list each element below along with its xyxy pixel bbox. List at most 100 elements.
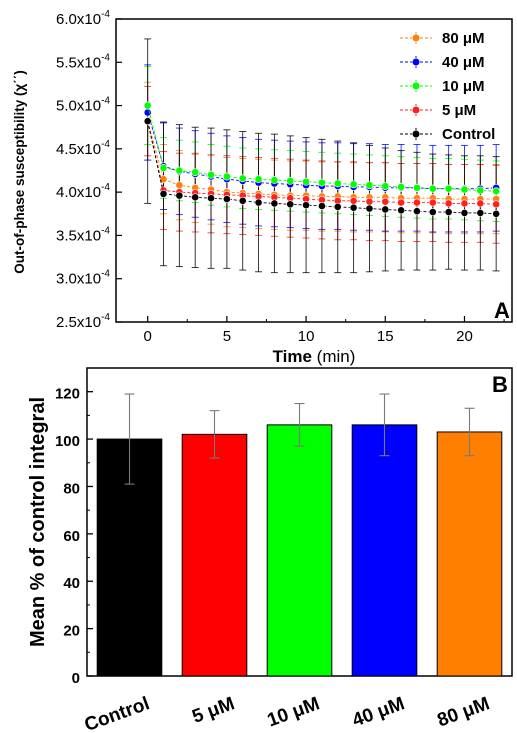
panel-a-line-chart: 0 5 10 15 202.5x10-43.0x10-43.5x10-44.0x10-4… [12,9,513,366]
data-point [207,194,215,203]
series-line [147,105,497,192]
data-point [476,186,485,195]
data-point [381,197,390,206]
panel-b-ticks: 0 20 40 60 80 100 120 [55,386,93,687]
y-tick-label: 100 [55,433,80,450]
data-point [428,208,437,216]
y-tick-label: 80 [63,480,80,497]
data-point [413,183,421,192]
panel-a-x-axis-title: Time (min) [273,347,356,366]
category-label: 80 μM [435,693,493,731]
data-point [270,199,279,208]
x-tick-label: 20 [456,328,473,345]
data-point [492,200,501,209]
data-point [397,198,406,207]
panel-a-x-axis-title-unit: (min) [312,347,355,366]
series-line [147,121,497,205]
legend-marker [411,105,421,115]
x-tick-label: 10 [298,328,315,345]
data-point [460,209,469,217]
data-point [365,197,374,206]
data-point [286,176,295,185]
y-tick-label-mantissa: 5.0x10 [56,98,101,115]
data-point [143,117,152,126]
data-point [238,196,247,205]
bar [181,433,248,677]
data-point [349,180,358,189]
category-label: Control [82,693,153,733]
legend-label: 80 μM [442,30,485,47]
legend-marker [411,33,421,43]
data-point [381,205,390,214]
y-tick-label: 40 [63,575,80,592]
data-point [159,164,168,172]
data-point [365,181,374,190]
panel-a-legend: 80 μM 40 μM 10 μM 5 μM Control [400,30,495,143]
panel-b-error-bars [124,393,475,485]
data-point [143,108,152,117]
data-point [349,203,358,212]
legend-marker [411,129,421,139]
y-tick-label: 2.5x10-4 [56,312,110,331]
panel-b-bar-chart: 0 20 40 60 80 100 120 Control 5 μM 10 μM 40 μM 80 … [27,367,513,733]
bar [351,424,418,677]
legend-label: 5 μM [442,102,476,119]
panel-a-error-bars [144,38,500,274]
panel-a-ticks: 0 5 10 15 202.5x10-43.0x10-43.5x10-44.0x10-4… [56,9,505,345]
y-tick-label-mantissa: 4.5x10 [56,141,101,158]
data-point [302,177,310,186]
bar [266,424,333,677]
legend-label: Control [442,126,495,143]
y-tick-label-mantissa: 6.0x10 [56,11,101,28]
y-tick-label-exponent: -4 [101,9,110,20]
data-point [333,179,342,188]
category-label: 10 μM [265,693,323,731]
panel-a-plot-frame [115,18,513,323]
category-label: 5 μM [190,693,238,728]
y-tick-label: 4.0x10-4 [56,182,110,201]
data-point [254,175,263,184]
panel-b-bars [96,424,503,677]
data-point [492,187,501,196]
data-point [222,195,231,203]
x-tick-label: 5 [223,328,231,345]
y-tick-label: 3.5x10-4 [56,225,110,244]
data-point [349,196,358,205]
panel-a-y-axis-title: Out-of-phase susceptibility (χ΄΄) [12,70,27,274]
legend-marker [411,81,421,91]
data-point [444,184,453,193]
y-tick-label-exponent: -4 [101,52,110,63]
y-tick-label: 3.0x10-4 [56,269,110,288]
y-tick-label: 4.5x10-4 [56,139,110,158]
data-point [175,191,184,200]
data-point [333,202,342,211]
data-point [444,208,453,216]
data-point [286,200,295,209]
y-tick-label-mantissa: 4.0x10 [56,184,101,201]
y-tick-label-exponent: -4 [101,96,110,107]
bar [436,431,503,677]
data-point [159,189,168,198]
legend-label: 40 μM [442,54,485,71]
data-point [397,206,406,215]
data-point [270,176,279,184]
x-tick-label: 15 [377,328,394,345]
x-tick-label: 0 [144,328,152,345]
data-point [413,207,421,216]
legend-marker [411,57,421,67]
panel-a-letter: A [494,298,510,323]
data-point [460,185,469,194]
y-tick-label-exponent: -4 [101,269,110,280]
y-tick-label-mantissa: 5.5x10 [56,54,101,71]
y-tick-label-mantissa: 3.0x10 [56,271,101,288]
data-point [444,199,453,208]
y-tick-label: 5.5x10-4 [56,52,110,71]
data-point [381,182,390,190]
y-tick-label: 5.0x10-4 [56,96,110,115]
panel-b-y-axis-title: Mean % of control integral [27,397,49,647]
y-tick-label-exponent: -4 [101,182,110,193]
data-point [365,204,374,213]
y-tick-label: 120 [55,386,80,403]
data-point [222,172,231,181]
